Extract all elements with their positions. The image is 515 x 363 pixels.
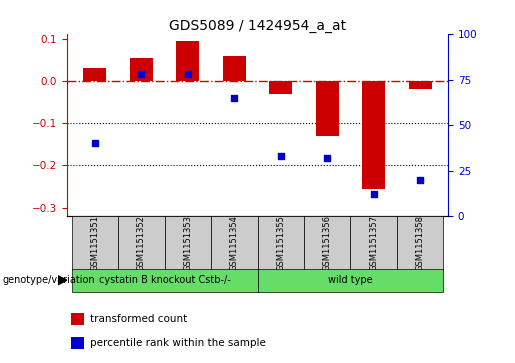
FancyBboxPatch shape (397, 216, 443, 270)
FancyBboxPatch shape (165, 216, 211, 270)
Bar (408, 81, 432, 89)
FancyBboxPatch shape (304, 216, 350, 270)
Text: GSM1151354: GSM1151354 (230, 215, 239, 271)
Bar (130, 58, 153, 81)
Text: GSM1151353: GSM1151353 (183, 215, 192, 271)
FancyBboxPatch shape (118, 216, 165, 270)
Point (323, 155, 331, 161)
Point (230, 95, 238, 101)
Polygon shape (58, 276, 67, 285)
Bar (222, 56, 246, 81)
FancyBboxPatch shape (258, 269, 443, 292)
Text: wild type: wild type (328, 276, 373, 285)
Point (137, 72, 145, 77)
Title: GDS5089 / 1424954_a_at: GDS5089 / 1424954_a_at (169, 20, 346, 33)
FancyBboxPatch shape (350, 216, 397, 270)
FancyBboxPatch shape (258, 216, 304, 270)
Bar (362, 81, 385, 188)
Text: GSM1151358: GSM1151358 (416, 215, 425, 271)
Point (184, 72, 192, 77)
FancyBboxPatch shape (72, 216, 118, 270)
Text: GSM1151356: GSM1151356 (323, 215, 332, 271)
Bar (269, 81, 293, 94)
Bar (316, 81, 339, 136)
Bar (176, 41, 199, 81)
FancyBboxPatch shape (72, 269, 258, 292)
Text: percentile rank within the sample: percentile rank within the sample (90, 338, 266, 348)
Point (277, 153, 285, 159)
Text: cystatin B knockout Cstb-/-: cystatin B knockout Cstb-/- (99, 276, 230, 285)
Text: genotype/variation: genotype/variation (3, 275, 95, 285)
Bar (71, 337, 84, 348)
Point (370, 191, 378, 197)
Bar (71, 313, 84, 325)
Text: GSM1151357: GSM1151357 (369, 215, 378, 271)
Point (91, 140, 99, 146)
Point (416, 177, 424, 183)
Text: GSM1151355: GSM1151355 (276, 215, 285, 271)
Text: transformed count: transformed count (90, 314, 187, 324)
Text: GSM1151351: GSM1151351 (90, 215, 99, 271)
FancyBboxPatch shape (211, 216, 258, 270)
Bar (83, 68, 107, 81)
Text: GSM1151352: GSM1151352 (137, 215, 146, 271)
